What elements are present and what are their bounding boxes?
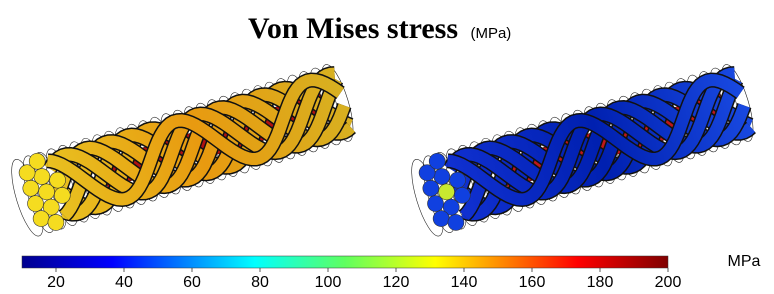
colorbar-ticks: 20 40 60 80 100 120 140 160 180 200 xyxy=(47,268,681,291)
tick-label: 160 xyxy=(519,274,546,291)
figure-title: Von Mises stress (MPa) xyxy=(248,12,511,45)
tick-label: 80 xyxy=(251,274,269,291)
colorbar-label: MPa xyxy=(728,253,761,270)
tick-label: 20 xyxy=(47,274,65,291)
figure: Von Mises stress (MPa) 20 40 60 80 100 120 140… xyxy=(0,0,774,294)
tick-label: 60 xyxy=(183,274,201,291)
title: Von Mises stress xyxy=(248,12,458,45)
rope-model-right xyxy=(405,62,759,240)
colorbar xyxy=(22,256,668,268)
tick-label: 180 xyxy=(587,274,614,291)
tick-label: 140 xyxy=(451,274,478,291)
tick-label: 120 xyxy=(383,274,410,291)
tick-label: 100 xyxy=(315,274,342,291)
title-unit: (MPa) xyxy=(470,25,511,42)
tick-label: 200 xyxy=(655,274,682,291)
rope-model-left xyxy=(5,62,359,240)
tick-label: 40 xyxy=(115,274,133,291)
